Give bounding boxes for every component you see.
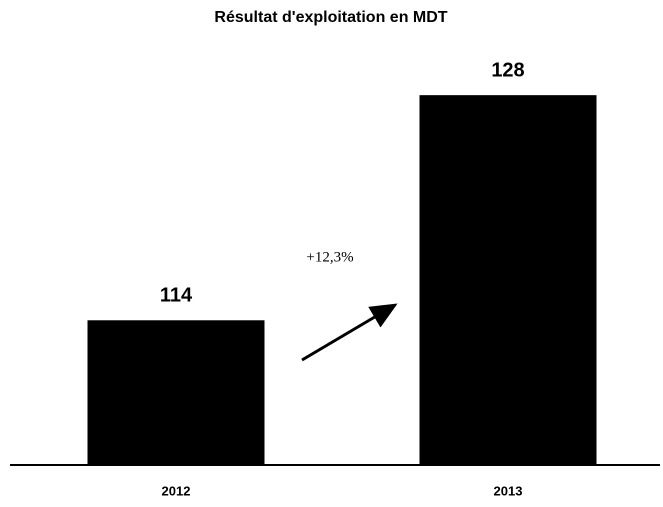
data-label: 114: [160, 285, 193, 307]
data-label: 128: [491, 59, 524, 81]
chart-title: Résultat d'exploitation en MDT: [214, 9, 447, 26]
bar: [419, 95, 597, 465]
growth-annotation: +12,3%: [306, 249, 353, 265]
x-tick-label: 2013: [494, 483, 523, 498]
bar: [87, 320, 265, 465]
growth-arrow: [301, 303, 398, 362]
x-tick-label: 2012: [162, 483, 191, 498]
